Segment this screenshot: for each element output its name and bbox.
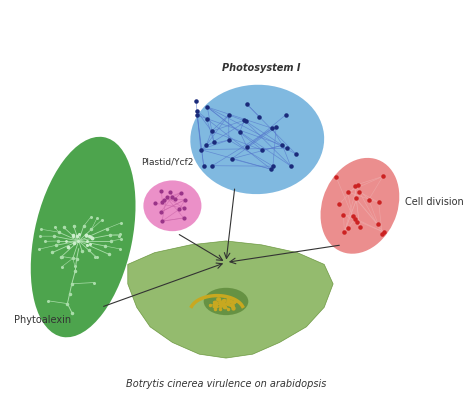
Ellipse shape [190,85,324,194]
Point [292,150,300,157]
Point [228,156,236,162]
Point [243,144,251,150]
Text: Phytoalexin: Phytoalexin [14,315,72,325]
Point [349,213,356,219]
Point [287,163,294,169]
Point [159,199,166,206]
Point [171,196,178,203]
Point [160,197,168,203]
Point [269,125,276,131]
Point [241,117,248,124]
Point [351,183,358,189]
Point [365,196,373,203]
Point [157,209,164,215]
Point [193,112,201,118]
Point [166,188,173,195]
Point [242,118,250,125]
Point [356,189,363,195]
Point [180,215,187,221]
Point [378,230,386,237]
Text: Plastid/Ycf2: Plastid/Ycf2 [141,158,193,167]
Point [333,174,340,181]
Point [341,229,348,235]
Point [283,145,291,151]
Point [175,206,183,213]
Point [203,104,211,110]
Point [336,201,343,207]
Point [158,218,166,225]
Point [210,139,218,146]
Point [344,225,352,231]
Point [339,212,347,218]
Point [351,215,359,222]
Polygon shape [128,241,333,358]
Point [193,108,201,114]
Text: Botrytis cinerea virulence on arabidopsis: Botrytis cinerea virulence on arabidopsi… [126,379,326,389]
Point [163,194,171,201]
Point [180,205,187,211]
Point [225,112,232,118]
Point [380,229,387,235]
Point [282,112,290,118]
Point [197,147,204,153]
Point [354,219,361,225]
Point [208,128,216,134]
Point [272,124,280,131]
Point [182,196,189,203]
Point [344,189,351,195]
Point [177,189,185,196]
Text: Cell division: Cell division [405,197,463,207]
Point [267,166,275,172]
Point [375,199,383,206]
Point [157,187,165,194]
Ellipse shape [31,137,136,337]
Point [279,142,286,148]
Point [209,162,216,169]
Point [151,200,159,206]
Point [269,163,277,169]
Point [259,147,266,153]
Point [200,163,208,169]
Point [354,181,361,188]
Point [192,98,200,105]
Point [352,195,359,201]
Point [374,221,382,228]
Text: Photosystem I: Photosystem I [222,63,301,73]
Point [356,223,364,230]
Point [203,116,210,122]
Point [202,142,210,148]
Point [225,137,233,143]
Ellipse shape [144,181,201,231]
Point [243,101,251,107]
Point [168,194,175,200]
Point [255,113,263,120]
Ellipse shape [204,288,248,315]
Ellipse shape [320,158,399,254]
Point [236,129,244,135]
Point [379,173,387,180]
